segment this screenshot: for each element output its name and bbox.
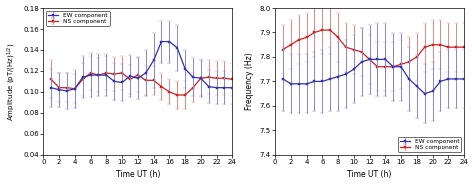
Legend: EW component, NS component: EW component, NS component [398,137,461,152]
X-axis label: Time UT (h): Time UT (h) [116,170,160,179]
Y-axis label: Frequency (Hz): Frequency (Hz) [245,53,254,110]
X-axis label: Time UT (h): Time UT (h) [347,170,392,179]
Y-axis label: Amplitude (pT/(Hz)$^{1/2}$): Amplitude (pT/(Hz)$^{1/2}$) [6,42,18,121]
Legend: EW component, NS component: EW component, NS component [46,11,109,26]
